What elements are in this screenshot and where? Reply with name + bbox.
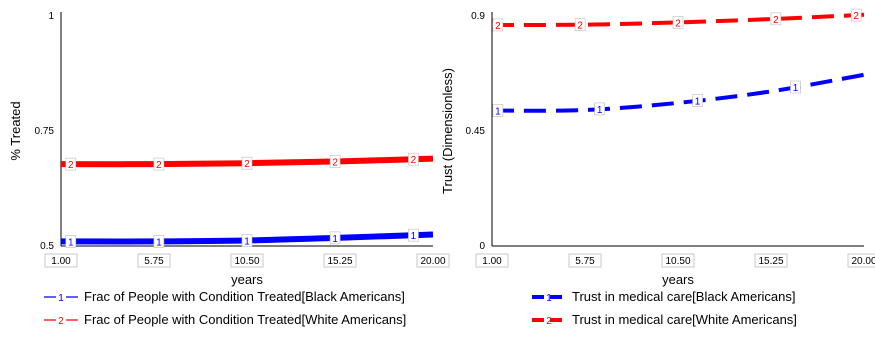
series-marker-label: 2 xyxy=(495,21,501,32)
chart-panel-treated: 0.5 0.75 1 1.00 5.75 10.50 15.25 20.00 years % Tr… xyxy=(8,11,450,287)
y-tick-label: 1 xyxy=(48,11,54,22)
y-tick-label: 0.75 xyxy=(35,126,55,137)
legend-swatch-marker: 1 xyxy=(546,293,552,304)
series-marker-box xyxy=(329,155,341,168)
x-tick-box xyxy=(475,253,509,268)
legend-label: Trust in medical care[Black Americans] xyxy=(572,289,796,304)
x-tick-label: 20.00 xyxy=(420,256,445,267)
series-marker-box xyxy=(492,104,504,117)
series-marker-label: 2 xyxy=(773,15,779,26)
series-marker-label: 2 xyxy=(577,21,583,32)
legend-swatch-box xyxy=(56,290,66,303)
legend-item-white-treated: 2 Frac of People with Condition Treated[… xyxy=(44,312,406,327)
series-marker-box xyxy=(65,235,77,248)
series-marker-box xyxy=(594,102,605,116)
x-tick-box xyxy=(323,253,357,268)
legend-label: Trust in medical care[White Americans] xyxy=(572,312,797,327)
x-tick-box xyxy=(754,253,788,268)
x-tick-box xyxy=(661,253,695,268)
series-marker-label: 1 xyxy=(411,231,417,242)
series-marker-label: 2 xyxy=(853,11,859,22)
x-tick-label: 5.75 xyxy=(575,256,595,267)
series-marker-label: 2 xyxy=(156,160,162,171)
x-tick-label: 15.25 xyxy=(327,256,352,267)
series-marker-label: 1 xyxy=(793,83,799,94)
series-marker-label: 2 xyxy=(411,155,417,166)
legend-swatch-icon: 2 xyxy=(44,313,78,327)
series-marker-box xyxy=(153,235,165,248)
legend-label: Frac of People with Condition Treated[Wh… xyxy=(84,312,407,327)
x-tick-label: 15.25 xyxy=(758,256,783,267)
series-marker-box xyxy=(329,231,341,245)
legend-swatch: 1 xyxy=(532,290,566,304)
series-marker-label: 1 xyxy=(495,107,501,118)
series-marker-label: 1 xyxy=(332,234,338,245)
series-marker-box xyxy=(692,94,703,107)
x-tick-label: 5.75 xyxy=(144,256,164,267)
series-marker-box xyxy=(241,156,253,170)
series-marker-box xyxy=(574,18,586,32)
series-marker-box xyxy=(790,80,801,94)
legend-swatch-icon: 2 xyxy=(532,316,566,327)
x-axis-label: years xyxy=(662,272,694,287)
y-tick-label: 0.5 xyxy=(40,241,54,252)
legend-label: Frac of People with Condition Treated[Bl… xyxy=(84,289,405,304)
x-tick-label: 10.50 xyxy=(234,256,259,267)
series-marker-box xyxy=(492,18,504,32)
legend-swatch-icon: 1 xyxy=(44,290,78,304)
x-tick-box xyxy=(44,253,78,268)
legend-swatch-marker: 2 xyxy=(546,316,552,327)
series-marker-box xyxy=(408,228,419,242)
y-axis-label: Trust (Dimensionless) xyxy=(440,68,455,194)
x-tick-label: 10.50 xyxy=(665,256,690,267)
x-axis-label: years xyxy=(231,272,263,287)
legend-swatch: 2 xyxy=(44,313,78,327)
legend-swatch-marker: 2 xyxy=(58,316,64,327)
legend-item-black-trust: 1 Trust in medical care[Black Americans] xyxy=(532,289,795,304)
series-marker-label: 1 xyxy=(68,237,74,248)
x-tick-label: 1.00 xyxy=(51,256,71,267)
legend-item-white-trust: 2 Trust in medical care[White Americans] xyxy=(532,312,797,327)
series-marker-box xyxy=(408,152,419,166)
series-marker-label: 2 xyxy=(332,157,338,168)
x-tick-label: 20.00 xyxy=(851,256,875,267)
series-marker-label: 2 xyxy=(68,160,74,171)
legend-swatch-icon: 1 xyxy=(532,293,566,304)
y-tick-label: 0 xyxy=(479,241,485,252)
series-marker-label: 2 xyxy=(244,159,250,170)
series-marker-label: 1 xyxy=(156,237,162,248)
series-marker-label: 2 xyxy=(675,18,681,29)
series-marker-box xyxy=(850,8,862,22)
series-marker-label: 1 xyxy=(695,96,701,107)
series-marker-box xyxy=(65,157,77,171)
y-axis-label: % Treated xyxy=(8,101,23,160)
x-tick-box xyxy=(568,253,602,268)
legend-swatch: 2 xyxy=(532,313,566,327)
series-marker-label: 1 xyxy=(597,105,603,116)
x-tick-label: 1.00 xyxy=(482,256,502,267)
series-marker-box xyxy=(241,234,253,247)
series-line-2 xyxy=(491,12,865,27)
legend-swatch-box xyxy=(56,313,66,326)
series-marker-box xyxy=(672,16,684,29)
y-tick-label: 0.45 xyxy=(466,126,486,137)
x-tick-box xyxy=(137,253,171,268)
x-tick-box xyxy=(847,253,875,268)
chart-panel-trust: 0 0.45 0.9 1.00 5.75 10.50 15.25 20.00 years Trus… xyxy=(440,8,875,287)
y-tick-label: 0.9 xyxy=(471,11,485,22)
legend-item-black-treated: 1 Frac of People with Condition Treated[… xyxy=(44,289,405,304)
series-line-1 xyxy=(491,72,865,113)
series-marker-box xyxy=(770,12,782,26)
series-marker-box xyxy=(153,157,165,171)
x-tick-box xyxy=(416,253,450,268)
legend-swatch: 1 xyxy=(44,290,78,304)
series-marker-label: 1 xyxy=(244,236,250,247)
legend-swatch-marker: 1 xyxy=(58,293,64,304)
x-tick-box xyxy=(230,253,264,268)
